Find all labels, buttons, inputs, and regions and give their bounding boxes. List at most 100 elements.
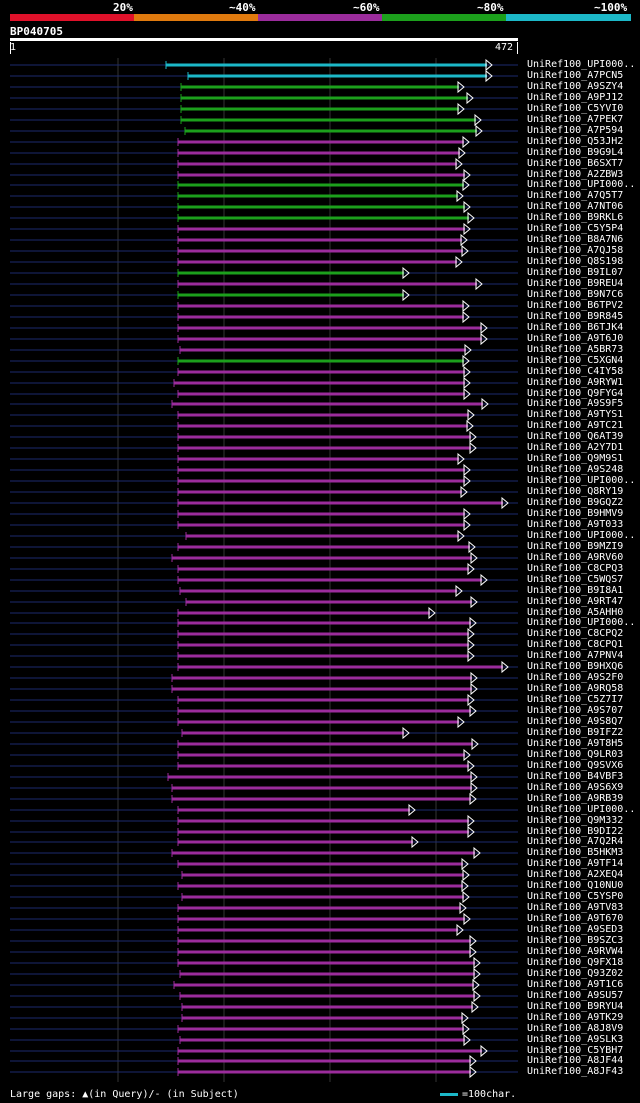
hit-end-arrow bbox=[463, 912, 471, 926]
hit-label[interactable]: UniRef100_B9RKL6 bbox=[527, 212, 624, 223]
hit-label[interactable]: UniRef100_A7NT06 bbox=[527, 201, 624, 212]
hit-label[interactable]: UniRef100_C8CPQ2 bbox=[527, 628, 624, 639]
hit-label[interactable]: UniRef100_A9RV60 bbox=[527, 552, 624, 563]
hit-label[interactable]: UniRef100_A9PJ12 bbox=[527, 92, 624, 103]
hit-label[interactable]: UniRef100_A7Q2R4 bbox=[527, 836, 624, 847]
hit-label[interactable]: UniRef100_A9T6J0 bbox=[527, 333, 624, 344]
hit-label[interactable]: UniRef100_A9SLK3 bbox=[527, 1034, 624, 1045]
hit-label[interactable]: UniRef100_A9TYS1 bbox=[527, 409, 624, 420]
hit-label[interactable]: UniRef100_Q9FYG4 bbox=[527, 388, 624, 399]
hit-label[interactable]: UniRef100_C8CPQ1 bbox=[527, 639, 624, 650]
hit-label[interactable]: UniRef100_B9HMV9 bbox=[527, 508, 624, 519]
hit-label[interactable]: UniRef100_A9S9F5 bbox=[527, 398, 624, 409]
hit-label[interactable]: UniRef100_UPI000.. bbox=[527, 530, 636, 541]
hit-label[interactable]: UniRef100_B9IL07 bbox=[527, 267, 624, 278]
hit-label[interactable]: UniRef100_Q9M9S1 bbox=[527, 453, 624, 464]
hit-label[interactable]: UniRef100_A9S707 bbox=[527, 705, 624, 716]
hit-label[interactable]: UniRef100_B9IFZ2 bbox=[527, 727, 624, 738]
hit-label[interactable]: UniRef100_UPI000.. bbox=[527, 617, 636, 628]
hit-label[interactable]: UniRef100_A9SU57 bbox=[527, 990, 624, 1001]
hit-label[interactable]: UniRef100_B9REU4 bbox=[527, 278, 624, 289]
hit-end-arrow bbox=[463, 507, 471, 521]
hit-label[interactable]: UniRef100_A8JF44 bbox=[527, 1055, 624, 1066]
hit-label[interactable]: UniRef100_B6TJK4 bbox=[527, 322, 624, 333]
hit-label[interactable]: UniRef100_C5YVI0 bbox=[527, 103, 624, 114]
hit-label[interactable]: UniRef100_A5BR73 bbox=[527, 344, 624, 355]
hit-label[interactable]: UniRef100_B8A7N6 bbox=[527, 234, 624, 245]
hit-label[interactable]: UniRef100_C5YSP0 bbox=[527, 891, 624, 902]
hit-label[interactable]: UniRef100_Q53JH2 bbox=[527, 136, 624, 147]
hit-label[interactable]: UniRef100_A9SZY4 bbox=[527, 81, 624, 92]
hit-label[interactable]: UniRef100_Q8RY19 bbox=[527, 486, 624, 497]
hit-label[interactable]: UniRef100_Q6AT39 bbox=[527, 431, 624, 442]
hit-label[interactable]: UniRef100_A9T8H5 bbox=[527, 738, 624, 749]
hit-label[interactable]: UniRef100_A9RQ58 bbox=[527, 683, 624, 694]
hit-label[interactable]: UniRef100_B9HXQ6 bbox=[527, 661, 624, 672]
hit-label[interactable]: UniRef100_B9DI22 bbox=[527, 826, 624, 837]
hit-label[interactable]: UniRef100_A8JF43 bbox=[527, 1066, 624, 1077]
hit-label[interactable]: UniRef100_A8J8V9 bbox=[527, 1023, 624, 1034]
hit-end-arrow bbox=[470, 551, 478, 565]
hit-label[interactable]: UniRef100_A9SED3 bbox=[527, 924, 624, 935]
hit-label[interactable]: UniRef100_A9TV83 bbox=[527, 902, 624, 913]
hit-label[interactable]: UniRef100_A7Q5T7 bbox=[527, 190, 624, 201]
hit-label[interactable]: UniRef100_Q9SVX6 bbox=[527, 760, 624, 771]
hit-label[interactable]: UniRef100_Q9FX18 bbox=[527, 957, 624, 968]
hit-end-arrow bbox=[462, 890, 470, 904]
hit-label[interactable]: UniRef100_Q8S198 bbox=[527, 256, 624, 267]
hit-label[interactable]: UniRef100_B5HKM3 bbox=[527, 847, 624, 858]
hit-label[interactable]: UniRef100_A7QJ58 bbox=[527, 245, 624, 256]
hit-label[interactable]: UniRef100_C5WQS7 bbox=[527, 574, 624, 585]
hit-label[interactable]: UniRef100_A9S6X9 bbox=[527, 782, 624, 793]
hit-label[interactable]: UniRef100_C8CPQ3 bbox=[527, 563, 624, 574]
hit-label[interactable]: UniRef100_B6SXT7 bbox=[527, 158, 624, 169]
hit-label[interactable]: UniRef100_C5Z7I7 bbox=[527, 694, 624, 705]
hit-label[interactable]: UniRef100_A9T1C6 bbox=[527, 979, 624, 990]
hit-label[interactable]: UniRef100_B4VBF3 bbox=[527, 771, 624, 782]
hit-label[interactable]: UniRef100_B9MZI9 bbox=[527, 541, 624, 552]
hit-label[interactable]: UniRef100_A9S2F0 bbox=[527, 672, 624, 683]
hit-label[interactable]: UniRef100_B9GQZ2 bbox=[527, 497, 624, 508]
hit-label[interactable]: UniRef100_A7PCN5 bbox=[527, 70, 624, 81]
hit-label[interactable]: UniRef100_B6TPV2 bbox=[527, 300, 624, 311]
hit-label[interactable]: UniRef100_A9TF14 bbox=[527, 858, 624, 869]
hit-label[interactable]: UniRef100_B9N7C6 bbox=[527, 289, 624, 300]
hit-label[interactable]: UniRef100_Q93Z02 bbox=[527, 968, 624, 979]
hit-label[interactable]: UniRef100_A9RB39 bbox=[527, 793, 624, 804]
hit-label[interactable]: UniRef100_A5AHH0 bbox=[527, 607, 624, 618]
hit-label[interactable]: UniRef100_C5Y5P4 bbox=[527, 223, 624, 234]
hit-label[interactable]: UniRef100_B9R845 bbox=[527, 311, 624, 322]
hit-label[interactable]: UniRef100_Q10NU0 bbox=[527, 880, 624, 891]
hit-end-arrow bbox=[462, 135, 470, 149]
hit-label[interactable]: UniRef100_B9G9L4 bbox=[527, 147, 624, 158]
hit-label[interactable]: UniRef100_A9RYW1 bbox=[527, 377, 624, 388]
hit-label[interactable]: UniRef100_A9T033 bbox=[527, 519, 624, 530]
hit-label[interactable]: UniRef100_A9RVW4 bbox=[527, 946, 624, 957]
hit-label[interactable]: UniRef100_A2Y7D1 bbox=[527, 442, 624, 453]
hit-label[interactable]: UniRef100_C5YBH7 bbox=[527, 1045, 624, 1056]
hit-label[interactable]: UniRef100_A7PNV4 bbox=[527, 650, 624, 661]
hit-label[interactable]: UniRef100_C5XGN4 bbox=[527, 355, 624, 366]
hit-label[interactable]: UniRef100_A9RT47 bbox=[527, 596, 624, 607]
hit-label[interactable]: UniRef100_B9I8A1 bbox=[527, 585, 624, 596]
hit-label[interactable]: UniRef100_UPI000.. bbox=[527, 59, 636, 70]
hit-label[interactable]: UniRef100_A9S8Q7 bbox=[527, 716, 624, 727]
hit-label[interactable]: UniRef100_A7PEK7 bbox=[527, 114, 624, 125]
hit-end-arrow bbox=[458, 146, 466, 160]
hit-label[interactable]: UniRef100_Q9LR03 bbox=[527, 749, 624, 760]
hit-label[interactable]: UniRef100_A9T670 bbox=[527, 913, 624, 924]
hit-label[interactable]: UniRef100_B9RYU4 bbox=[527, 1001, 624, 1012]
hit-label[interactable]: UniRef100_A2XEQ4 bbox=[527, 869, 624, 880]
hit-label[interactable]: UniRef100_UPI000.. bbox=[527, 804, 636, 815]
hit-label[interactable]: UniRef100_Q9M332 bbox=[527, 815, 624, 826]
hit-label[interactable]: UniRef100_C4IY58 bbox=[527, 366, 624, 377]
hit-label[interactable]: UniRef100_UPI000.. bbox=[527, 179, 636, 190]
hit-label[interactable]: UniRef100_B9SZC3 bbox=[527, 935, 624, 946]
hit-label[interactable]: UniRef100_A7P594 bbox=[527, 125, 624, 136]
hit-label[interactable]: UniRef100_A9TC21 bbox=[527, 420, 624, 431]
hit-label[interactable]: UniRef100_A9S248 bbox=[527, 464, 624, 475]
hit-label[interactable]: UniRef100_A2ZBW3 bbox=[527, 169, 624, 180]
hit-label[interactable]: UniRef100_UPI000.. bbox=[527, 475, 636, 486]
hit-label[interactable]: UniRef100_A9TK29 bbox=[527, 1012, 624, 1023]
hit-end-arrow bbox=[461, 879, 469, 893]
